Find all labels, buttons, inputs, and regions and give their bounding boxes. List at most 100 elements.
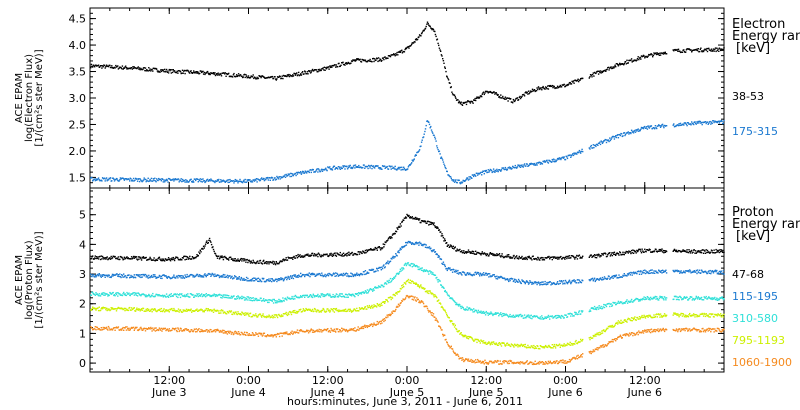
data-point [395, 168, 397, 170]
data-point [138, 180, 141, 183]
data-point [220, 296, 222, 299]
data-point [702, 271, 705, 274]
data-point [573, 152, 575, 154]
data-point [388, 236, 390, 239]
data-point [675, 250, 677, 253]
data-point [197, 294, 199, 296]
data-point [377, 270, 379, 272]
data-point [467, 309, 469, 311]
data-point [598, 142, 600, 144]
data-point [310, 296, 312, 298]
data-point [249, 179, 251, 181]
data-point [510, 98, 512, 100]
data-point [212, 274, 215, 276]
data-point [467, 308, 470, 310]
data-point [664, 270, 666, 272]
data-point [297, 253, 299, 256]
data-point [460, 181, 462, 183]
data-point [439, 280, 441, 282]
data-point [404, 217, 406, 219]
data-point [637, 128, 639, 130]
data-point [397, 166, 400, 169]
data-point [294, 72, 296, 75]
data-point [432, 28, 434, 30]
data-point [341, 296, 343, 298]
data-point [443, 287, 445, 289]
data-point [642, 127, 645, 130]
data-point [636, 273, 638, 275]
data-point [216, 295, 219, 297]
data-point [126, 68, 128, 70]
data-point [97, 273, 99, 276]
data-point [397, 226, 400, 228]
data-point [218, 74, 221, 76]
data-point [708, 270, 710, 272]
data-point [501, 253, 503, 255]
data-point [444, 290, 446, 293]
data-point [582, 77, 584, 80]
data-point [621, 301, 623, 303]
data-point [151, 68, 153, 71]
data-point [167, 275, 170, 278]
data-point [566, 156, 568, 158]
data-point [446, 291, 448, 294]
data-point [358, 273, 360, 276]
data-point [660, 125, 662, 127]
data-point [441, 157, 443, 160]
data-point [105, 177, 108, 179]
data-point [105, 257, 108, 259]
data-point [295, 276, 297, 278]
data-point [619, 252, 622, 254]
data-point [526, 314, 528, 317]
data-point [440, 54, 443, 56]
data-point [507, 315, 509, 317]
data-point [614, 136, 616, 138]
data-point [592, 144, 594, 146]
data-point [527, 281, 529, 284]
data-point [125, 67, 128, 69]
data-point [239, 180, 242, 183]
data-point [151, 295, 153, 297]
data-point [656, 53, 658, 56]
data-point [373, 289, 375, 291]
data-point [706, 50, 709, 53]
data-point [197, 71, 199, 73]
data-point [392, 54, 394, 56]
data-point [98, 179, 100, 181]
data-point [672, 250, 674, 252]
data-point [683, 49, 685, 51]
data-point [368, 60, 371, 62]
data-point [539, 281, 542, 284]
data-point [653, 52, 655, 54]
data-point [237, 75, 239, 77]
data-point [722, 49, 725, 51]
data-point [437, 227, 439, 229]
data-point [90, 273, 92, 275]
data-point [353, 164, 355, 167]
data-point [123, 273, 125, 275]
data-point [543, 259, 546, 261]
data-point [383, 283, 386, 285]
data-point [182, 180, 184, 182]
data-point [520, 96, 522, 98]
data-point [623, 64, 625, 66]
data-point [128, 292, 130, 294]
data-point [607, 139, 610, 141]
data-point [576, 258, 579, 260]
data-point [181, 275, 183, 277]
data-point [296, 255, 298, 257]
data-point [169, 178, 171, 180]
data-point [391, 237, 393, 239]
data-point [364, 273, 366, 276]
data-point [660, 270, 662, 272]
data-point [241, 297, 244, 300]
data-point [237, 180, 240, 182]
data-point [199, 252, 201, 255]
data-point [560, 314, 563, 317]
data-point [338, 166, 340, 168]
data-point [347, 296, 349, 298]
data-point [335, 254, 337, 256]
data-point [263, 298, 265, 300]
data-point [525, 316, 528, 318]
data-point [321, 272, 323, 274]
